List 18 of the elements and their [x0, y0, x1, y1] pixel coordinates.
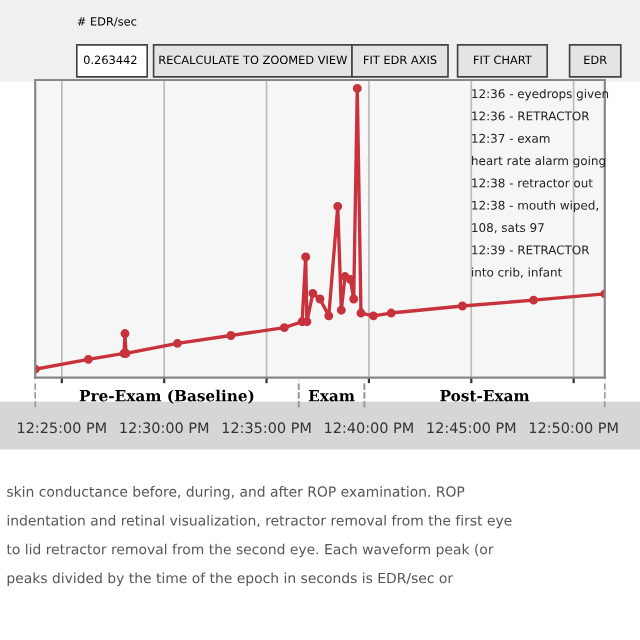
- point: [324, 311, 334, 321]
- point: [356, 308, 366, 318]
- point: [120, 329, 130, 338]
- point: [83, 354, 93, 364]
- point: [315, 294, 325, 304]
- point: [352, 83, 362, 93]
- point: [333, 201, 343, 211]
- point: [226, 331, 236, 340]
- point: [308, 288, 318, 298]
- point: [301, 252, 311, 262]
- point: [368, 311, 378, 321]
- point: [386, 308, 396, 318]
- point: [529, 295, 538, 305]
- point: [336, 305, 346, 315]
- point: [279, 323, 289, 333]
- point: [457, 301, 467, 311]
- point: [173, 338, 182, 348]
- point: [349, 294, 359, 304]
